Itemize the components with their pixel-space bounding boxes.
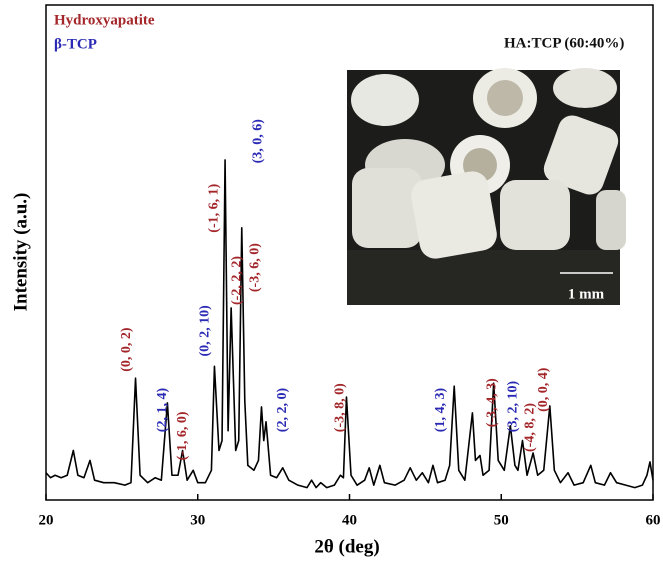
peak-label: (-1, 6, 1) [207,183,222,232]
peak-label: (-3, 6, 0) [248,243,263,292]
peak-label: (-3, 8, 0) [333,383,348,432]
peak-label: (3, 2, 10) [506,381,521,433]
x-axis-label: 2θ (deg) [314,536,379,557]
x-tick-label: 50 [494,512,509,528]
pellet-hole [487,80,523,116]
y-axis-label: Intensity (a.u.) [10,193,31,312]
peak-label: (-2, 2, 2) [229,256,244,305]
x-tick-label: 30 [190,512,205,528]
peak-label: (-1, 6, 0) [175,411,190,460]
pellet [351,74,419,126]
peak-label: (-3, 4, 3) [484,378,499,427]
pellet [352,168,422,248]
legend-label: Hydroxyapatite [54,12,155,28]
legend-label: β-TCP [54,36,97,52]
scale-label: 1 mm [568,286,605,302]
peak-label: (2, 2, 0) [275,388,290,433]
x-tick-label: 40 [342,512,357,528]
annotation: HA:TCP (60:40%) [504,35,624,51]
chart: 1 mm HA:TCP (60:40%) 2θ (deg) Intensity … [0,0,663,566]
peak-label: (0, 0, 4) [536,367,551,412]
peak-label: (2, 1, 4) [155,388,170,433]
peak-label: (3, 0, 6) [251,119,266,164]
pellet [500,180,570,250]
pellet [596,190,626,250]
x-tick-label: 60 [646,512,661,528]
peak-label: (0, 0, 2) [119,327,134,372]
peak-label: (1, 4, 3) [433,388,448,433]
pellet [553,68,617,108]
x-tick-label: 20 [39,512,54,528]
peak-label: (0, 2, 10) [198,305,213,357]
inset-photo: 1 mm [347,68,626,305]
pellet [409,169,500,261]
